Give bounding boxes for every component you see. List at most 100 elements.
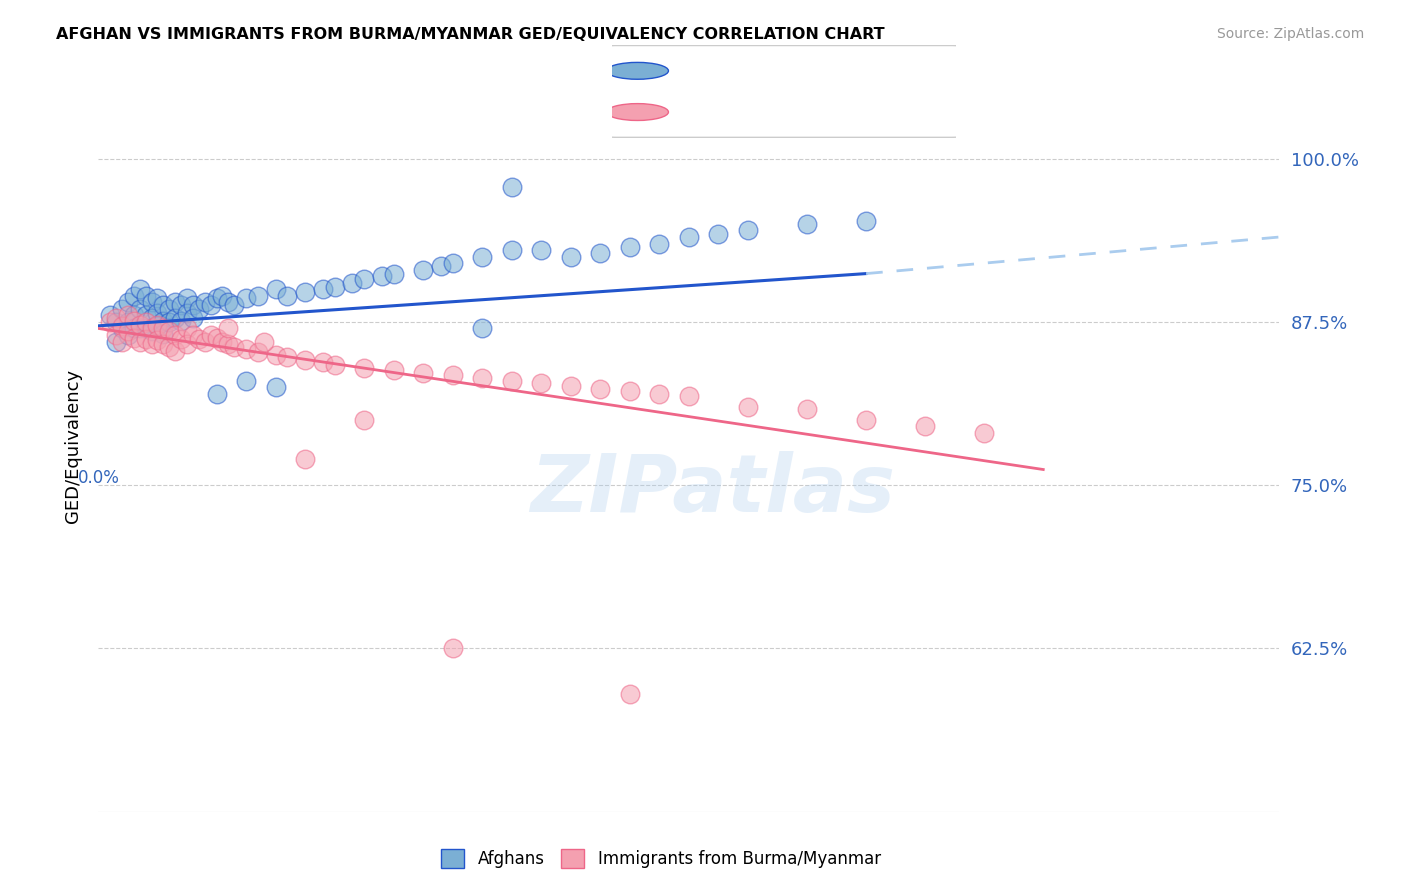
Point (501, 180, 523, 194)
Text: R = -0.125   N = 64: R = -0.125 N = 64 (672, 109, 863, 127)
Point (441, 256, 464, 270)
Point (135, 321, 157, 335)
Point (105, 334, 128, 349)
Point (141, 310, 163, 325)
Point (205, 330, 228, 344)
Point (128, 334, 150, 349)
Point (737, 223, 759, 237)
Point (224, 298, 246, 312)
Point (105, 328, 128, 343)
Point (122, 330, 145, 344)
Point (135, 315, 157, 329)
Point (122, 289, 145, 303)
Point (211, 334, 233, 349)
Point (181, 298, 204, 312)
Point (217, 337, 239, 351)
Point (382, 267, 405, 281)
Point (135, 309, 157, 323)
Point (111, 321, 134, 335)
Point (294, 285, 316, 299)
Point (122, 313, 145, 327)
Point (135, 289, 157, 303)
Text: R =  0.210   N = 74: R = 0.210 N = 74 (672, 66, 862, 84)
Point (165, 310, 187, 325)
Point (152, 313, 174, 327)
Point (217, 295, 239, 310)
Point (796, 402, 818, 417)
Point (530, 243, 553, 257)
Point (170, 332, 193, 346)
Point (176, 292, 198, 306)
Point (589, 245, 612, 260)
Point (323, 279, 346, 293)
Point (105, 310, 128, 325)
Point (914, 419, 936, 434)
FancyBboxPatch shape (605, 45, 963, 137)
Point (176, 337, 198, 351)
Point (152, 326, 174, 341)
Point (619, 687, 641, 701)
Point (205, 386, 228, 401)
Point (141, 324, 163, 338)
Point (441, 368, 464, 383)
Point (157, 340, 180, 354)
Y-axis label: GED/Equivalency: GED/Equivalency (65, 369, 83, 523)
Point (128, 282, 150, 296)
Point (264, 282, 287, 296)
Point (371, 269, 394, 284)
Point (323, 358, 346, 372)
Point (294, 352, 316, 367)
Point (165, 328, 187, 343)
Point (737, 400, 759, 414)
Point (855, 214, 877, 228)
Point (246, 345, 269, 359)
Point (187, 301, 209, 316)
Point (122, 321, 145, 335)
Point (181, 328, 204, 343)
Point (200, 298, 222, 312)
Point (276, 289, 298, 303)
Point (98, 309, 121, 323)
Point (501, 374, 523, 388)
Point (200, 328, 222, 343)
Point (122, 309, 145, 323)
Point (312, 355, 335, 369)
Point (235, 343, 257, 357)
Text: Source: ZipAtlas.com: Source: ZipAtlas.com (1216, 27, 1364, 41)
Point (141, 321, 163, 335)
Point (412, 262, 434, 277)
Point (146, 292, 169, 306)
Point (111, 334, 134, 349)
Point (165, 343, 187, 358)
Point (152, 321, 174, 335)
Point (530, 376, 553, 391)
Point (235, 292, 257, 306)
Point (117, 328, 139, 343)
Point (205, 292, 228, 306)
Point (157, 315, 180, 329)
Point (117, 295, 139, 310)
Point (146, 333, 169, 347)
Point (187, 332, 209, 346)
Point (117, 315, 139, 329)
Point (105, 315, 128, 329)
Point (353, 413, 375, 427)
Point (141, 337, 163, 351)
Point (128, 321, 150, 335)
Point (217, 321, 239, 335)
Point (430, 259, 453, 273)
Point (146, 318, 169, 332)
Point (141, 295, 163, 310)
Point (312, 282, 335, 296)
Point (342, 276, 364, 290)
Point (176, 306, 198, 320)
Point (648, 236, 671, 251)
Point (128, 301, 150, 316)
Point (560, 379, 582, 393)
Point (560, 250, 582, 264)
Point (619, 240, 641, 254)
Point (678, 389, 700, 403)
Point (471, 250, 494, 264)
Point (157, 324, 180, 338)
Point (973, 425, 995, 440)
